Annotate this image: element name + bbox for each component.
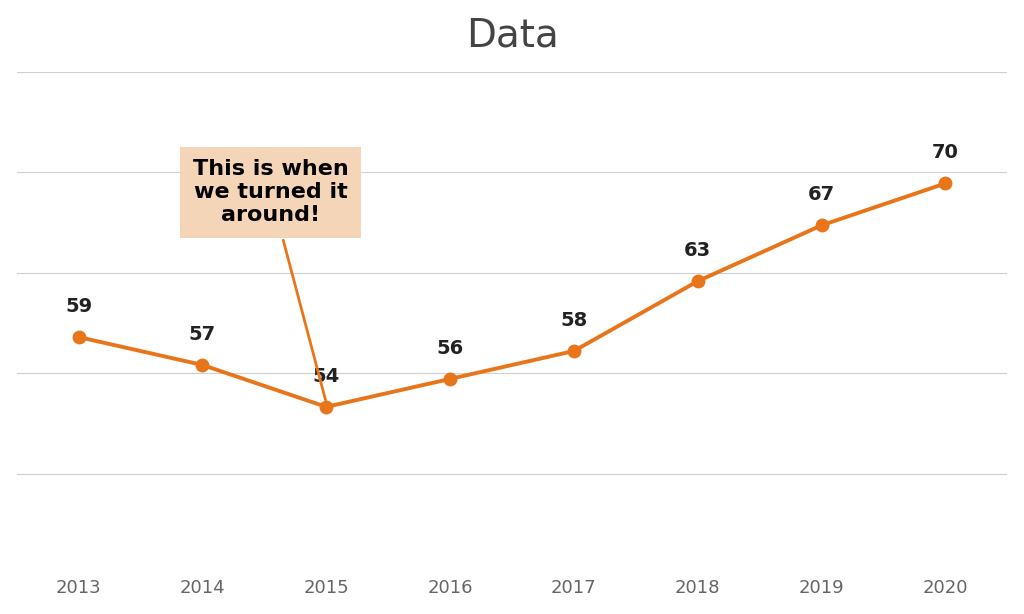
- Text: 54: 54: [312, 367, 340, 386]
- Text: This is when
we turned it
around!: This is when we turned it around!: [193, 159, 348, 400]
- Text: 56: 56: [436, 339, 464, 358]
- Title: Data: Data: [466, 17, 558, 55]
- Text: 63: 63: [684, 241, 712, 260]
- Text: 70: 70: [932, 144, 958, 163]
- Text: 59: 59: [65, 297, 92, 316]
- Text: 57: 57: [188, 325, 216, 344]
- Text: 58: 58: [560, 311, 588, 330]
- Text: 67: 67: [808, 185, 836, 204]
